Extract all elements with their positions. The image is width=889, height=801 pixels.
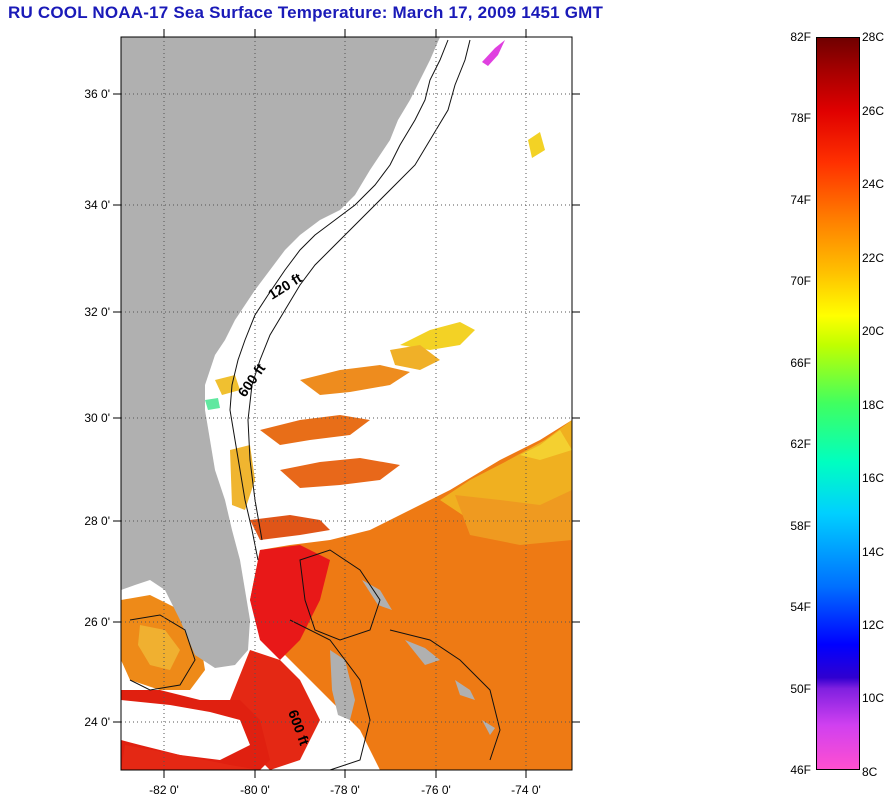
lon-label: -74 0' (511, 783, 541, 797)
lon-label: -76 0' (421, 783, 451, 797)
lat-label: 34 0' (84, 198, 110, 212)
colorbar-c-label: 16C (862, 471, 885, 485)
colorbar-f-label: 54F (790, 600, 811, 614)
colorbar-f-label: 66F (790, 356, 811, 370)
lat-label: 36 0' (84, 87, 110, 101)
lon-label: -82 0' (149, 783, 179, 797)
axis-ticks (113, 29, 580, 778)
colorbar-c-label: 14C (862, 545, 885, 559)
colorbar-c-label: 28C (862, 30, 885, 44)
colorbar-f-label: 50F (790, 682, 811, 696)
map-frame (120, 36, 573, 771)
sst-warm-patches (121, 40, 572, 770)
lat-label: 32 0' (84, 305, 110, 319)
colorbar-c-label: 22C (862, 251, 885, 265)
colorbar-f-label: 62F (790, 437, 811, 451)
lon-label: -80 0' (240, 783, 270, 797)
colorbar-c-label: 10C (862, 691, 885, 705)
colorbar-c-label: 20C (862, 324, 885, 338)
lat-label: 26 0' (84, 615, 110, 629)
lat-label: 24 0' (84, 715, 110, 729)
colorbar-c-label: 26C (862, 104, 885, 118)
colorbar-c-label: 12C (862, 618, 885, 632)
colorbar-c-label: 8C (862, 765, 878, 779)
colorbar-f-label: 78F (790, 111, 811, 125)
temperature-colorbar (816, 37, 860, 770)
lat-label: 28 0' (84, 514, 110, 528)
colorbar-c-label: 24C (862, 177, 885, 191)
colorbar-c-label: 18C (862, 398, 885, 412)
colorbar-f-label: 58F (790, 519, 811, 533)
colorbar-f-label: 74F (790, 193, 811, 207)
lon-label: -78 0' (330, 783, 360, 797)
colorbar-f-label: 46F (790, 763, 811, 777)
colorbar-f-label: 70F (790, 274, 811, 288)
lat-label: 30 0' (84, 411, 110, 425)
map-title: RU COOL NOAA-17 Sea Surface Temperature:… (8, 3, 604, 22)
bathymetry-contours (129, 39, 501, 770)
colorbar-f-label: 82F (790, 30, 811, 44)
